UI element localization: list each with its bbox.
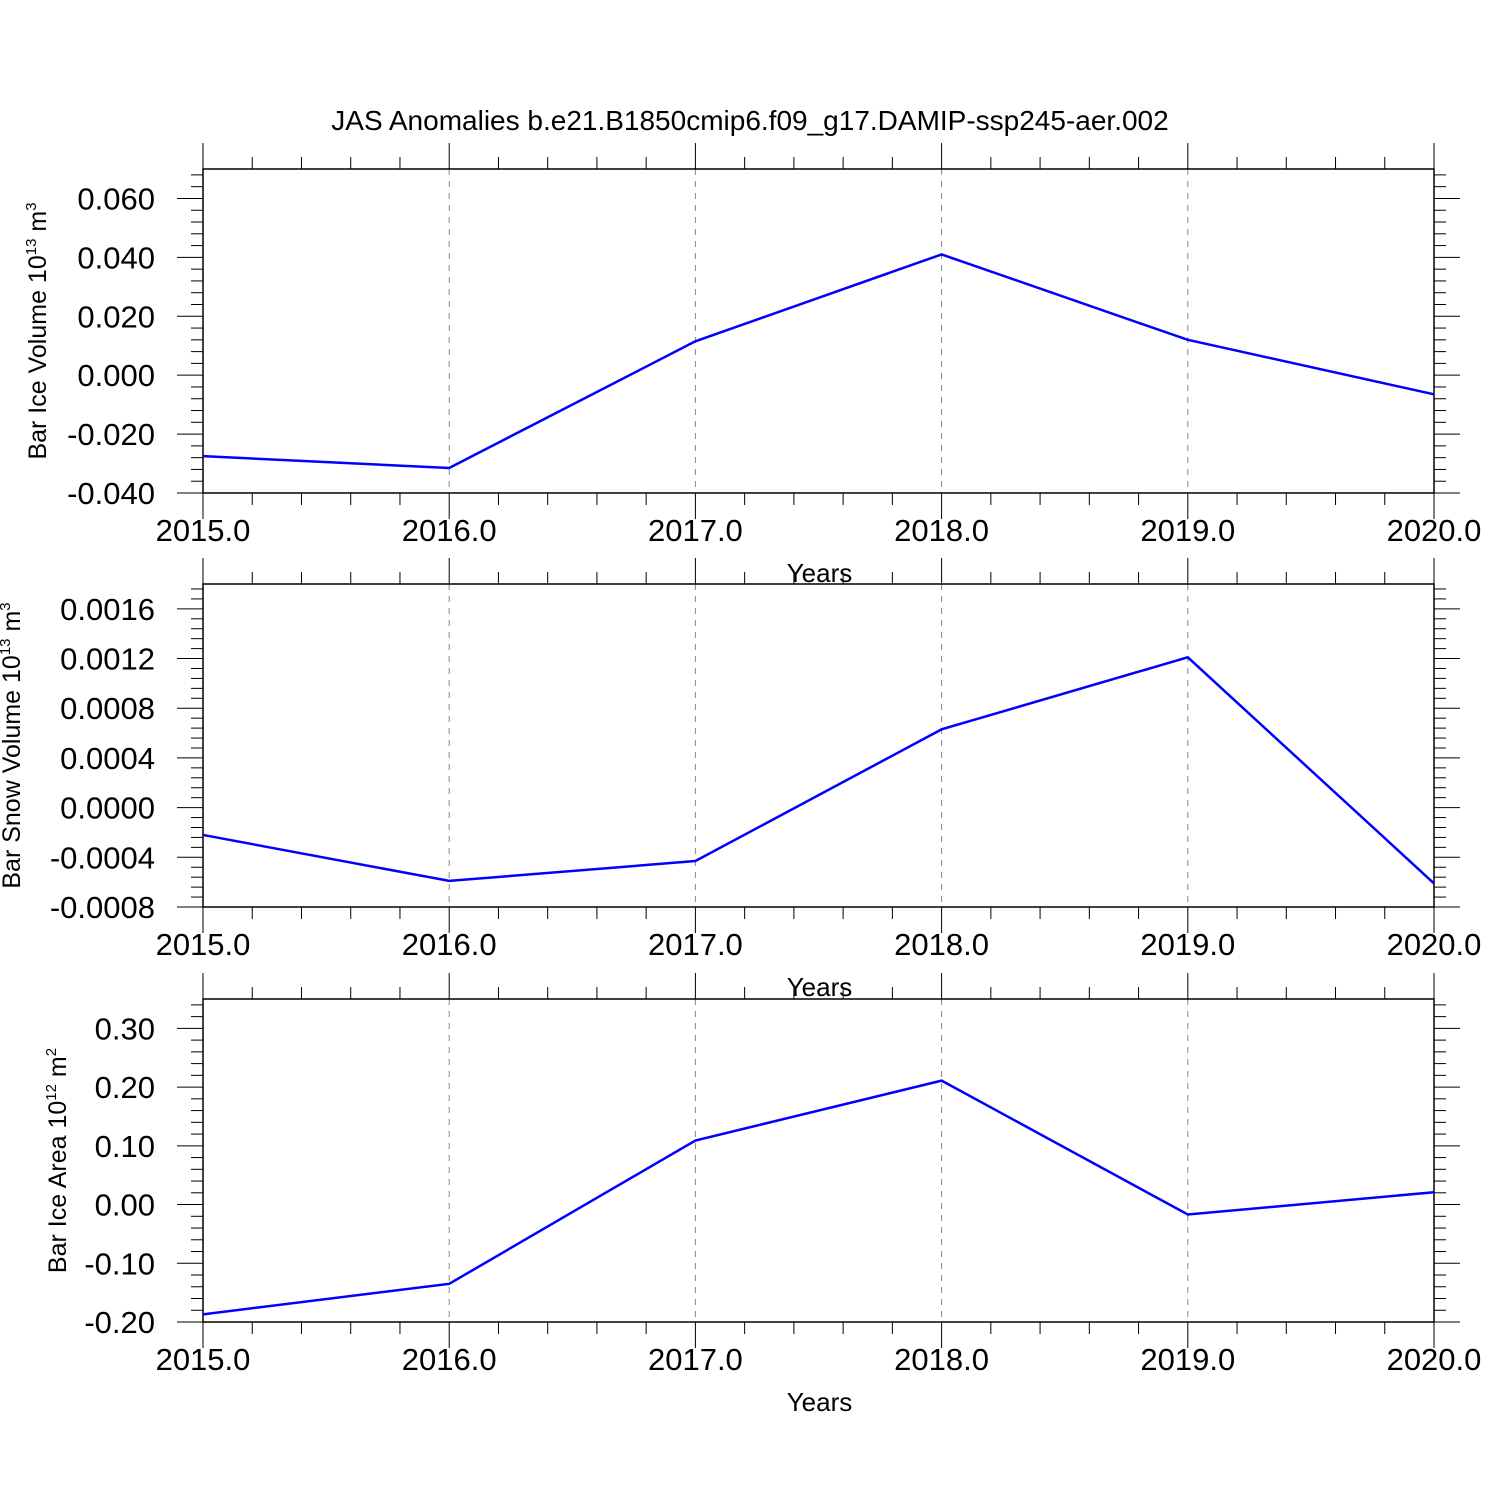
x-tick-label: 2019.0	[1140, 513, 1235, 548]
x-tick-label: 2017.0	[648, 1342, 743, 1377]
y-tick-label: -0.020	[67, 417, 155, 452]
y-tick-label: -0.20	[84, 1305, 155, 1340]
y-tick-label: 0.040	[77, 240, 155, 275]
y-tick-label: 0.0012	[60, 642, 155, 677]
x-tick-label: 2016.0	[402, 513, 497, 548]
y-tick-label: 0.20	[95, 1070, 155, 1105]
plot-frame	[202, 998, 1435, 1323]
plot-frame	[202, 583, 1435, 908]
x-tick-label: 2016.0	[402, 1342, 497, 1377]
y-tick-label: -0.10	[84, 1246, 155, 1281]
x-tick-label: 2020.0	[1387, 927, 1482, 962]
y-tick-label: -0.0008	[50, 890, 155, 925]
series-line	[202, 253, 1435, 470]
x-tick-label: 2016.0	[402, 927, 497, 962]
series-line	[202, 655, 1435, 885]
x-tick-label: 2017.0	[648, 927, 743, 962]
panels: -0.040 -0.020 0.000 0.020 0.040 0.060 2015.0 20…	[0, 143, 1481, 1417]
x-axis-title: Years	[787, 972, 853, 1002]
x-tick-label: 2015.0	[156, 927, 251, 962]
x-tick-label: 2015.0	[156, 513, 251, 548]
x-tick-label: 2020.0	[1387, 513, 1482, 548]
y-tick-label: 0.10	[95, 1129, 155, 1164]
x-axis-title: Years	[787, 558, 853, 588]
y-tick-label: 0.020	[77, 299, 155, 334]
y-tick-label: 0.060	[77, 181, 155, 216]
y-tick-label: 0.000	[77, 358, 155, 393]
panel-2: -0.0008 -0.0004 0.0000 0.0004 0.0008 0.0012 0.…	[0, 558, 1481, 1002]
y-tick-label: 0.0016	[60, 592, 155, 627]
x-tick-label: 2020.0	[1387, 1342, 1482, 1377]
y-tick-label: -0.040	[67, 476, 155, 511]
x-tick-label: 2019.0	[1140, 1342, 1235, 1377]
x-tick-label: 2018.0	[894, 1342, 989, 1377]
y-tick-label: 0.0004	[60, 741, 155, 776]
figure-title: JAS Anomalies b.e21.B1850cmip6.f09_g17.D…	[331, 105, 1168, 136]
y-axis-title: Bar Ice Area 1012 m2	[43, 1048, 72, 1273]
x-tick-label: 2018.0	[894, 927, 989, 962]
x-tick-label: 2019.0	[1140, 927, 1235, 962]
y-tick-label: -0.0004	[50, 840, 155, 875]
plot-frame	[202, 168, 1435, 494]
y-axis-title: Bar Ice Volume 1013 m3	[23, 202, 52, 459]
x-tick-label: 2017.0	[648, 513, 743, 548]
y-tick-label: 0.0000	[60, 791, 155, 826]
y-axis-title: Bar Snow Volume 1013 m3	[0, 602, 26, 888]
y-tick-label: 0.00	[95, 1188, 155, 1223]
y-tick-label: 0.0008	[60, 691, 155, 726]
y-tick-label: 0.30	[95, 1011, 155, 1046]
panel-1: -0.040 -0.020 0.000 0.020 0.040 0.060 2015.0 20…	[23, 143, 1481, 588]
panel-3: -0.20 -0.10 0.00 0.10 0.20 0.30 2015.0 2016.0 20…	[43, 973, 1481, 1417]
x-tick-label: 2018.0	[894, 513, 989, 548]
x-tick-label: 2015.0	[156, 1342, 251, 1377]
x-axis-title: Years	[787, 1387, 853, 1417]
series-line	[202, 1079, 1435, 1316]
